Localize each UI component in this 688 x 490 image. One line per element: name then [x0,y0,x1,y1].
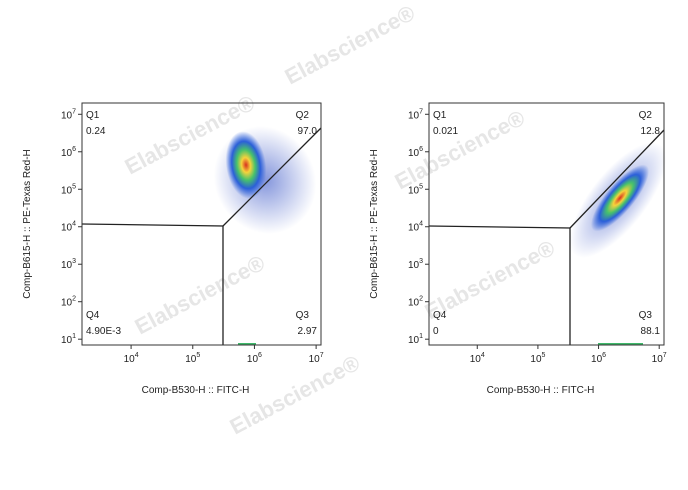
quadrant-name: Q4 [433,310,447,321]
gates [81,127,665,345]
x-axis-label: Comp-B530-H :: FITC-H [487,385,595,396]
x-tick-label-base: 10 [470,354,482,365]
y-tick-label: 106 [408,146,423,159]
y-tick-label-base: 10 [408,298,420,309]
quadrant-percent: 0.24 [86,126,106,137]
y-axis-label: Comp-B615-H :: PE-Texas Red-H [22,149,33,299]
y-tick-label-exponent: 5 [72,183,76,190]
quadrant-percent: 2.97 [298,326,318,337]
x-tick-label-base: 10 [591,354,603,365]
x-tick-label: 105 [185,352,200,365]
y-tick-label-base: 10 [61,148,73,159]
y-tick-label-base: 10 [408,260,420,271]
y-tick-label: 102 [408,296,423,309]
gate [222,127,322,227]
x-tick-label-exponent: 5 [196,352,200,359]
y-tick-label-exponent: 6 [72,146,76,153]
y-tick-label: 101 [61,333,76,346]
quadrant-name: Q4 [86,310,100,321]
x-tick-label-exponent: 7 [320,352,324,359]
y-tick-label: 106 [61,146,76,159]
y-tick-label-exponent: 7 [72,108,76,115]
y-axis-label: Comp-B615-H :: PE-Texas Red-H [369,149,380,299]
y-tick-label-exponent: 7 [419,108,423,115]
y-tick-label-exponent: 5 [419,183,423,190]
x-axis-label: Comp-B530-H :: FITC-H [142,385,250,396]
x-tick-label-base: 10 [652,354,664,365]
quadrant-name: Q2 [296,110,310,121]
quadrant-percent: 97.0 [298,126,318,137]
x-tick-label: 106 [247,352,262,365]
quadrant-name: Q2 [639,110,653,121]
y-tick-label-exponent: 2 [419,296,423,303]
x-tick-label: 106 [591,352,606,365]
y-tick-label-exponent: 1 [72,333,76,340]
y-tick-label: 107 [61,108,76,121]
x-tick-label-exponent: 6 [602,352,606,359]
y-tick-label-exponent: 3 [419,258,423,265]
y-tick-label-base: 10 [408,110,420,121]
x-tick-label: 105 [530,352,545,365]
quadrant-percent: 12.8 [641,126,661,137]
x-tick-label-base: 10 [530,354,542,365]
y-tick-label-base: 10 [61,335,73,346]
x-tick-label: 107 [309,352,324,365]
y-tick-label-base: 10 [61,185,73,196]
plot-frame [428,102,665,346]
x-tick-label: 107 [652,352,667,365]
y-tick-label: 104 [61,221,76,234]
y-tick-label-base: 10 [408,335,420,346]
y-tick-label: 103 [408,258,423,271]
y-tick-label: 107 [408,108,423,121]
quadrant-percent: 0.021 [433,126,458,137]
quadrant-percent: 88.1 [641,326,661,337]
quadrant-percent: 4.90E-3 [86,326,121,337]
x-tick-label-exponent: 4 [481,352,485,359]
y-tick-label-exponent: 4 [419,221,423,228]
quadrant-percent: 0 [433,326,439,337]
y-tick-label-base: 10 [408,223,420,234]
plot-frame [81,102,322,346]
y-tick-label-base: 10 [61,110,73,121]
x-tick-label-base: 10 [124,354,136,365]
x-tick-label-base: 10 [247,354,259,365]
quadrant-name: Q3 [296,310,310,321]
y-tick-label: 105 [61,183,76,196]
y-tick-label-base: 10 [61,223,73,234]
y-tick-label-base: 10 [61,298,73,309]
y-tick-label-exponent: 3 [72,258,76,265]
quadrant-name: Q1 [433,110,447,121]
gate [569,129,665,229]
y-tick-label-exponent: 6 [419,146,423,153]
y-tick-label: 101 [408,333,423,346]
y-tick-label: 102 [61,296,76,309]
density-cloud [213,126,667,345]
quadrant-name: Q1 [86,110,100,121]
quadrant-name: Q3 [639,310,653,321]
watermark: Elabscience® [281,0,419,89]
y-tick-label-base: 10 [408,185,420,196]
y-tick-label-base: 10 [408,148,420,159]
x-tick-label: 104 [124,352,139,365]
x-tick-label-base: 10 [309,354,321,365]
y-tick-label-exponent: 1 [419,333,423,340]
watermarks: Elabscience® Elabscience® Elabscience® E… [121,0,559,439]
chart: 104 105 106 107101102103104105106107Comp-B5… [369,102,667,396]
x-tick-label-exponent: 4 [135,352,139,359]
x-tick-label-base: 10 [185,354,197,365]
y-tick-label-exponent: 4 [72,221,76,228]
x-tick-label-exponent: 6 [258,352,262,359]
y-tick-label-base: 10 [61,260,73,271]
watermark: Elabscience® [131,250,269,339]
y-tick-label: 104 [408,221,423,234]
chart: 104 105 106 107101102103104105106107Comp-B5… [22,102,324,396]
x-tick-label-exponent: 7 [663,352,667,359]
x-tick-label: 104 [470,352,485,365]
y-tick-label-exponent: 2 [72,296,76,303]
y-tick-label: 105 [408,183,423,196]
y-tick-label: 103 [61,258,76,271]
x-tick-label-exponent: 5 [542,352,546,359]
